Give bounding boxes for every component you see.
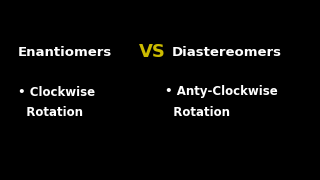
Text: • Clockwise: • Clockwise: [18, 86, 95, 98]
Text: Rotation: Rotation: [18, 105, 83, 118]
Text: Diastereomers: Diastereomers: [172, 46, 282, 58]
Text: Rotation: Rotation: [165, 105, 230, 118]
Text: Enantiomers: Enantiomers: [18, 46, 112, 58]
Text: • Anty-Clockwise: • Anty-Clockwise: [165, 86, 278, 98]
Text: VS: VS: [139, 43, 165, 61]
